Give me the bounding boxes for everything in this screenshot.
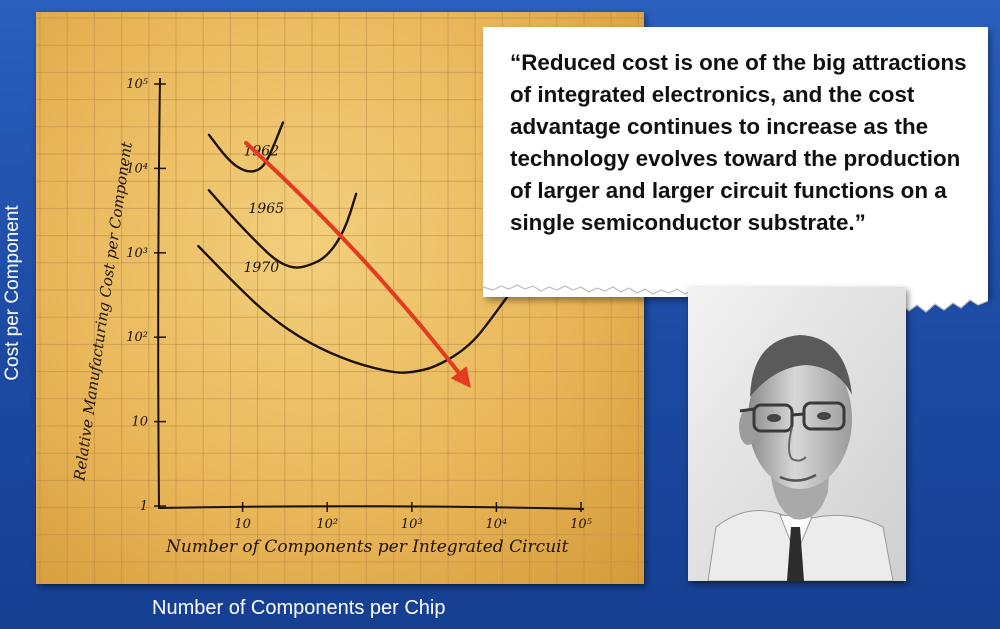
arrow-shaft xyxy=(244,140,465,381)
y-tick-label: 10⁵ xyxy=(126,77,149,92)
y-tick-label: 10³ xyxy=(126,246,148,261)
y-tick-label: 10⁴ xyxy=(126,161,148,176)
y-tick-label: 1 xyxy=(140,499,148,514)
x-axis-line xyxy=(157,505,585,510)
x-tick-label: 10³ xyxy=(401,517,423,532)
curve-1965 xyxy=(207,189,358,269)
x-tick-label: 10⁵ xyxy=(570,517,593,532)
tick-marks: 10 10² 10³ 10⁴ 10⁵ 1 10 10² 10³ 10⁴ 10⁵ xyxy=(126,77,592,532)
arrow-head xyxy=(450,366,471,389)
portrait-photo xyxy=(688,287,906,581)
x-tick-label: 10 xyxy=(234,517,251,532)
x-tick-label: 10² xyxy=(316,517,338,532)
curve-1962 xyxy=(207,121,285,173)
portrait-illustration xyxy=(688,287,906,581)
chart-x-axis-label: Number of Components per Integrated Circ… xyxy=(165,537,569,557)
chart-y-axis-label: Relative Manufacturing Cost per Componen… xyxy=(70,140,136,483)
curve-label-1970: 1970 xyxy=(243,260,279,276)
x-axis-title: Number of Components per Chip xyxy=(152,597,446,619)
axes xyxy=(157,77,585,510)
y-axis-title: Cost per Component xyxy=(2,205,23,381)
quote-box: “Reduced cost is one of the big attracti… xyxy=(483,27,988,297)
x-tick-label: 10⁴ xyxy=(486,517,508,532)
quote-text: “Reduced cost is one of the big attracti… xyxy=(510,50,967,235)
curve-label-1965: 1965 xyxy=(248,201,284,217)
trend-arrow xyxy=(244,140,471,389)
y-tick-label: 10² xyxy=(126,330,148,345)
y-tick-label: 10 xyxy=(131,415,148,430)
curve-1970 xyxy=(197,244,527,374)
y-axis-line xyxy=(157,77,161,509)
